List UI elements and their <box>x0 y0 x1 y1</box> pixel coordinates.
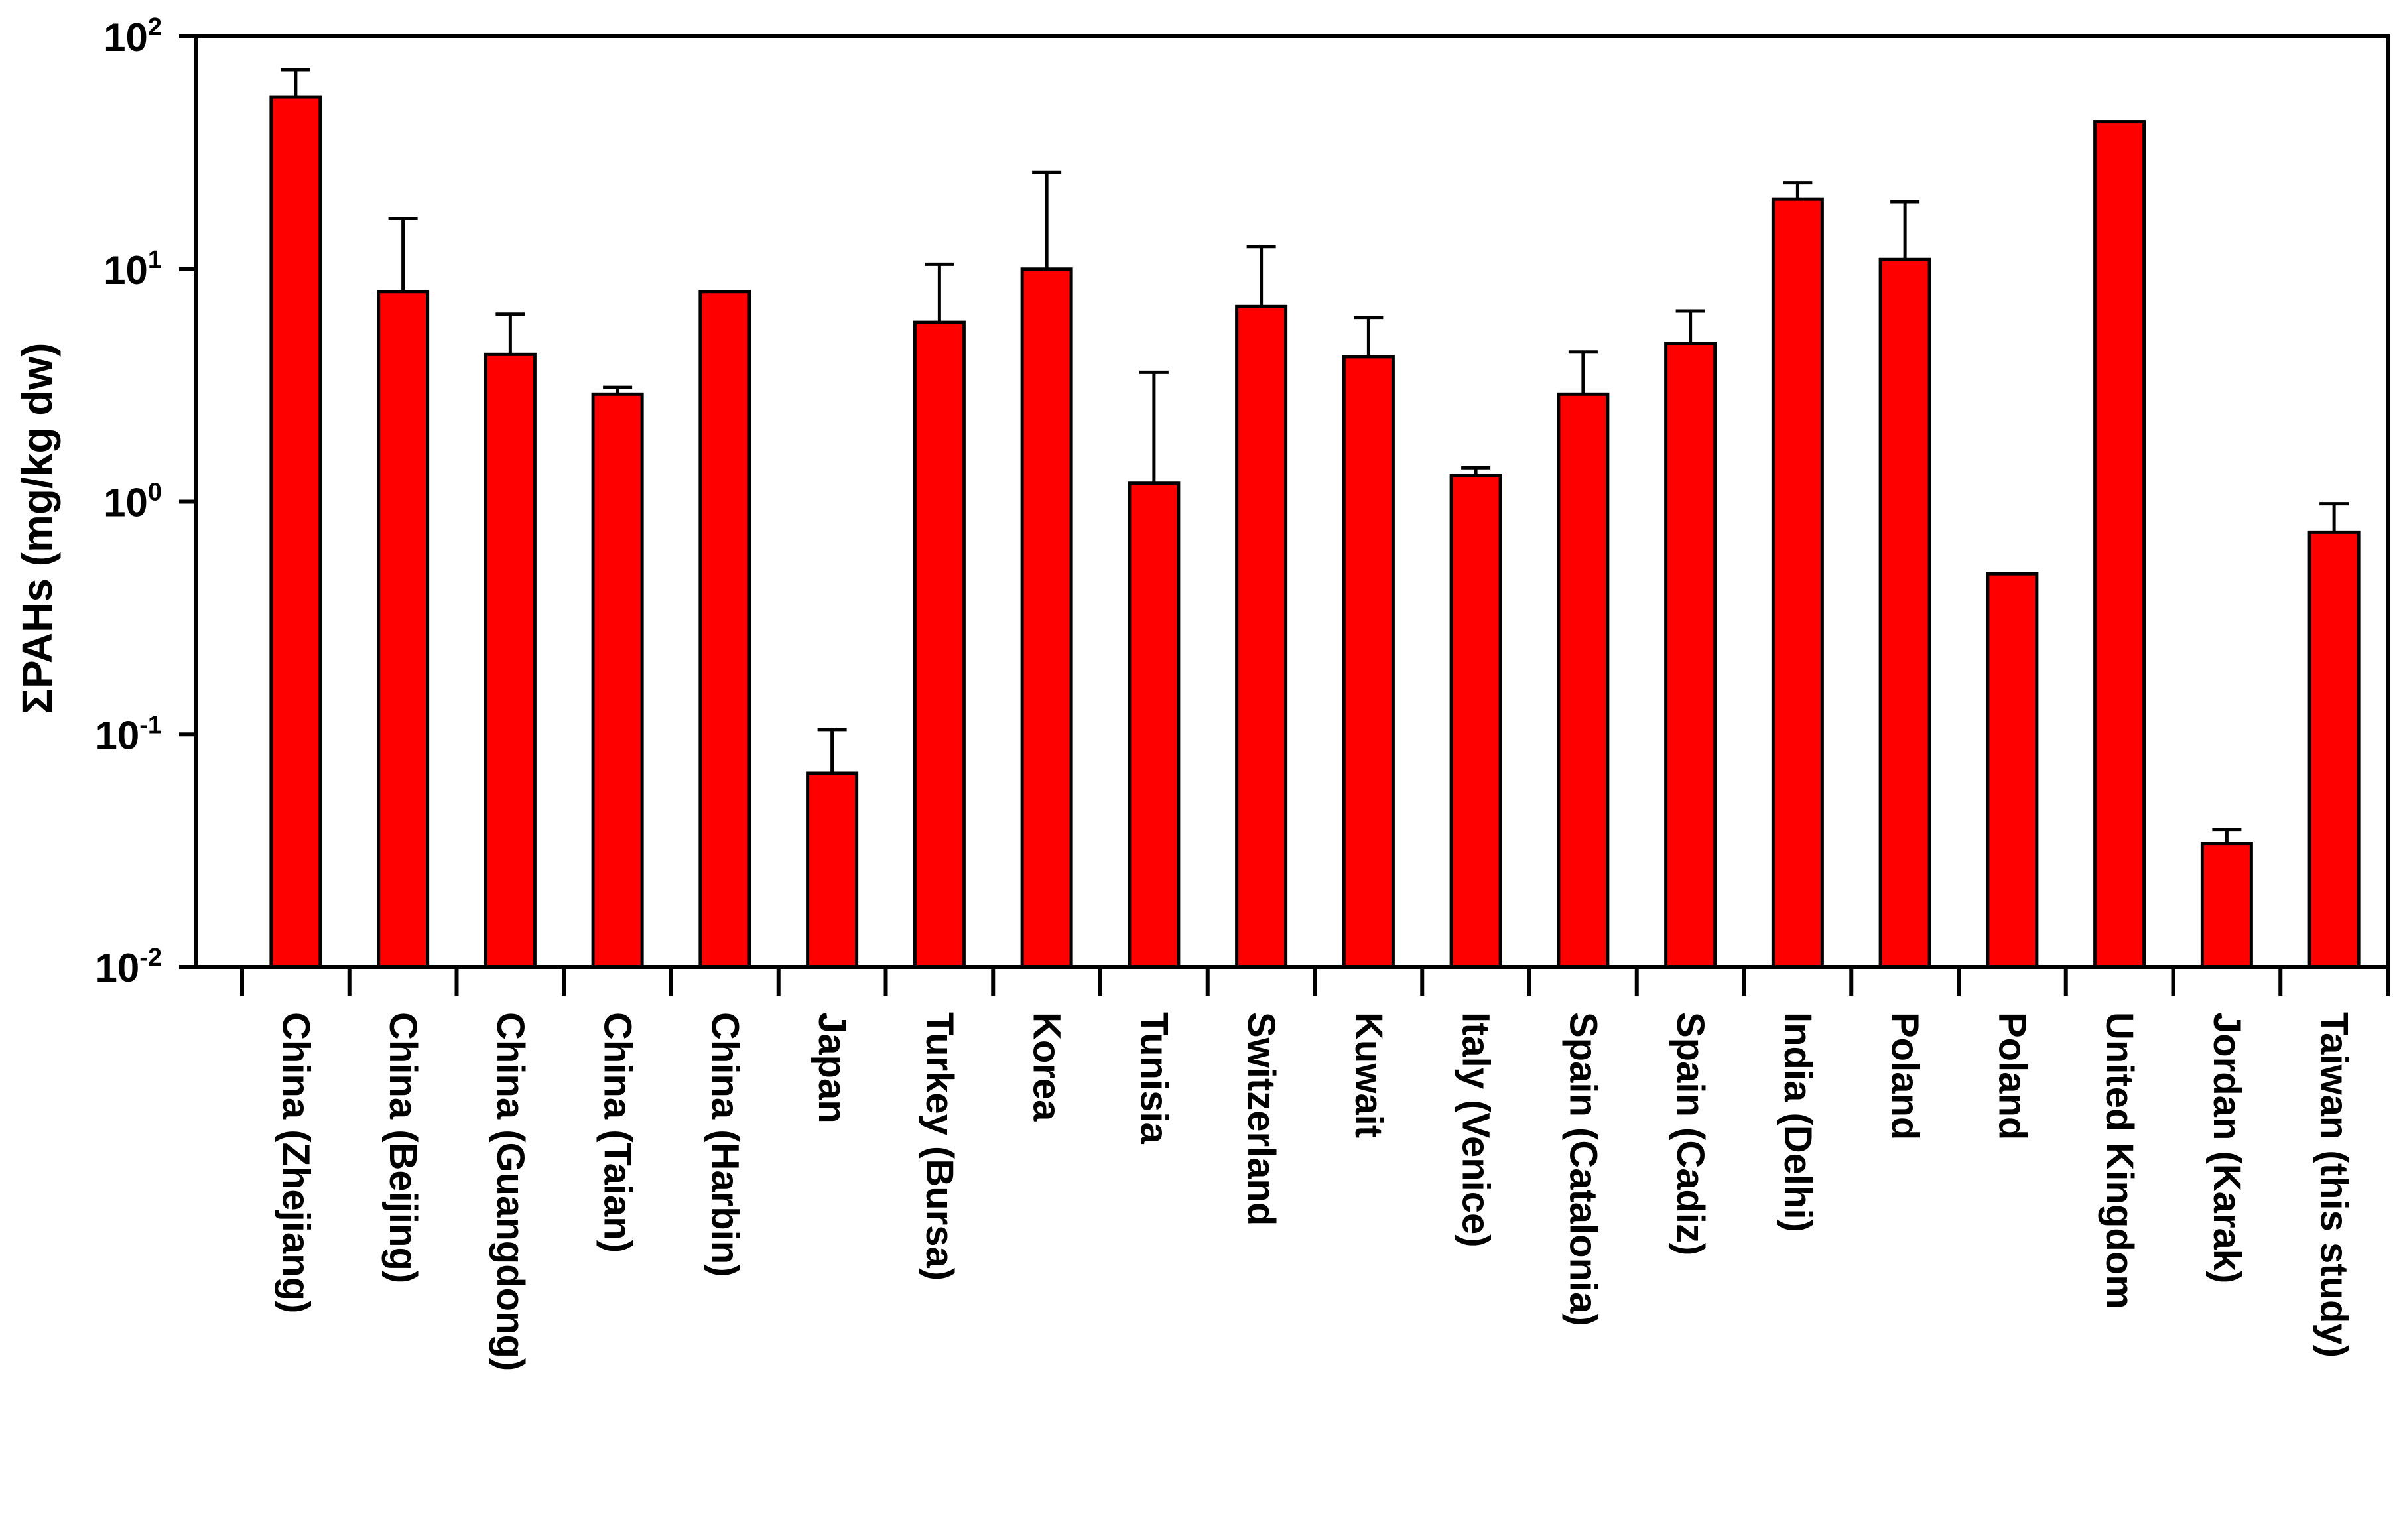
bar <box>1986 572 2039 969</box>
bar <box>2307 530 2361 969</box>
y-axis: 10-2 10-1 100 101 102 <box>95 13 196 990</box>
x-tick-label: Jordan (Karak) <box>2205 1012 2248 1283</box>
bar <box>1342 355 1395 969</box>
bars-layer <box>269 95 2361 969</box>
y-tick-label: 10-1 <box>95 711 162 757</box>
x-tick-label: Kuwait <box>1347 1012 1390 1138</box>
x-tick-label: Switzerland <box>1240 1012 1283 1226</box>
bar <box>2093 120 2146 969</box>
bar <box>484 352 537 969</box>
x-tick-label: Italy (Venice) <box>1455 1012 1498 1248</box>
x-tick-label: China (Guangdong) <box>489 1012 532 1371</box>
bar <box>1664 342 1717 969</box>
y-tick-label: 101 <box>103 246 162 292</box>
bar <box>1020 267 1073 969</box>
bar <box>377 290 430 969</box>
x-axis: China (Zhejiang) China (Beijing) China (Gu… <box>240 965 2390 1371</box>
bar <box>1235 304 1288 969</box>
y-axis-title: ΣPAHs (mg/kg dw) <box>13 343 61 714</box>
x-tick-label: Poland <box>1884 1012 1927 1140</box>
x-tick-label: China (Zhejiang) <box>274 1012 317 1313</box>
x-tick-label: Japan <box>810 1012 854 1123</box>
y-tick-label: 100 <box>103 479 162 525</box>
bar <box>2200 842 2253 969</box>
bar <box>806 771 859 969</box>
error-bars-layer <box>281 68 2349 844</box>
x-tick-label: Spain (Cadiz) <box>1669 1012 1712 1255</box>
bar <box>1128 481 1181 969</box>
bar <box>1449 474 1502 969</box>
bar <box>269 95 322 969</box>
y-tick-label: 102 <box>103 13 162 60</box>
x-tick-label: Poland <box>1990 1012 2034 1140</box>
bar <box>698 290 751 969</box>
x-tick-label: Spain (Catalonia) <box>1561 1012 1604 1326</box>
x-tick-label: United Kingdom <box>2098 1012 2141 1309</box>
x-tick-label: China (Taian) <box>596 1012 639 1253</box>
bar <box>591 392 644 969</box>
bar <box>913 320 966 969</box>
x-tick-label: Taiwan (this study) <box>2313 1012 2356 1358</box>
bar <box>1878 257 1931 969</box>
x-tick-label: China (Beijing) <box>381 1012 424 1283</box>
x-tick-label: Tunisia <box>1132 1012 1175 1144</box>
bar <box>1771 197 1824 969</box>
y-tick-label: 10-2 <box>95 944 162 990</box>
x-tick-label: Korea <box>1025 1012 1069 1122</box>
x-tick-label: India (Delhi) <box>1776 1012 1819 1232</box>
x-tick-label: China (Harbin) <box>703 1012 746 1277</box>
bar <box>1557 392 1610 969</box>
x-tick-label: Turkey (Bursa) <box>918 1012 961 1281</box>
